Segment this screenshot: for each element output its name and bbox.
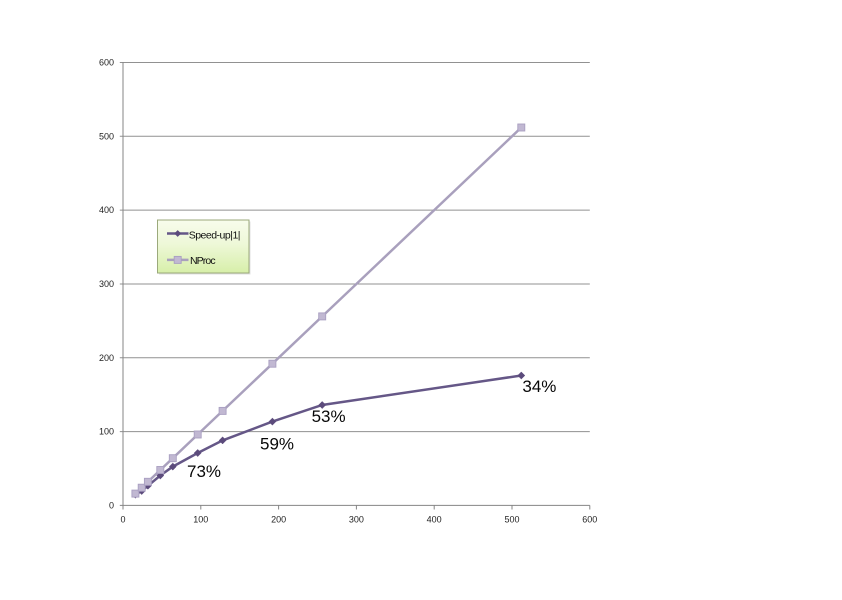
svg-text:Speed-up|1|: Speed-up|1| — [189, 229, 240, 241]
svg-text:0: 0 — [120, 515, 125, 525]
svg-text:59%: 59% — [260, 435, 294, 454]
svg-text:300: 300 — [349, 515, 364, 525]
svg-text:100: 100 — [99, 427, 114, 437]
svg-text:300: 300 — [99, 279, 114, 289]
svg-text:400: 400 — [99, 205, 114, 215]
svg-text:0: 0 — [109, 500, 114, 510]
svg-text:600: 600 — [582, 515, 597, 525]
svg-text:200: 200 — [271, 515, 286, 525]
svg-text:73%: 73% — [187, 462, 221, 481]
svg-text:200: 200 — [99, 353, 114, 363]
svg-text:NProc: NProc — [190, 255, 215, 267]
svg-text:34%: 34% — [522, 377, 556, 396]
svg-text:500: 500 — [504, 515, 519, 525]
svg-text:400: 400 — [427, 515, 442, 525]
svg-text:100: 100 — [193, 515, 208, 525]
svg-text:500: 500 — [99, 131, 114, 141]
svg-text:600: 600 — [99, 58, 114, 68]
svg-text:53%: 53% — [312, 407, 346, 426]
